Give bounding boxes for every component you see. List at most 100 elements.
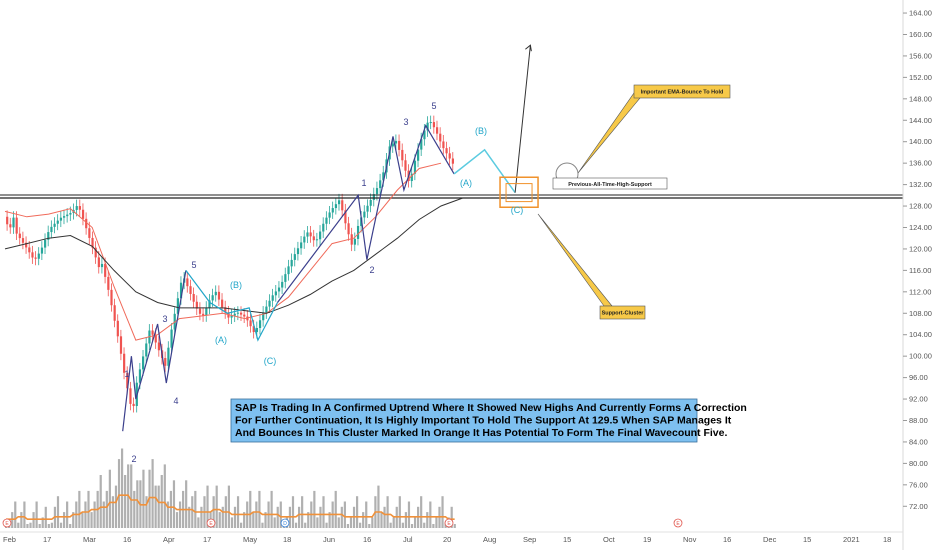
candle-up xyxy=(179,282,183,299)
volume-bar xyxy=(420,496,423,528)
volume-bar xyxy=(313,490,316,528)
candle-up xyxy=(255,328,259,333)
wave-label: (A) xyxy=(215,335,227,345)
volume-bar xyxy=(334,490,337,528)
candle-up xyxy=(59,217,63,221)
volume-bar xyxy=(108,469,111,528)
volume-bar xyxy=(105,490,108,528)
candle-down xyxy=(202,313,205,316)
volume-bar xyxy=(301,496,304,528)
candle-up xyxy=(47,232,50,240)
volume-bar xyxy=(429,501,432,528)
candle-up xyxy=(274,291,277,296)
candle-up xyxy=(40,247,44,254)
time-tick-label: 17 xyxy=(203,535,211,544)
volume-bar xyxy=(291,496,295,528)
price-tick-label: 124.00 xyxy=(909,223,932,232)
event-marker xyxy=(280,518,290,528)
volume-bars xyxy=(5,448,456,528)
time-tick-label: Jul xyxy=(403,535,413,544)
volume-bar xyxy=(163,464,166,528)
ema-bounce-note-text: Important EMA-Bounce To Hold xyxy=(641,90,724,96)
candle-down xyxy=(243,314,246,317)
impulse-wave-2 xyxy=(277,124,455,303)
candle-up xyxy=(306,232,309,237)
volume-bar xyxy=(38,524,41,528)
time-tick-label: Jun xyxy=(323,535,335,544)
volume-bar xyxy=(130,464,133,528)
candle-down xyxy=(85,218,88,229)
wave-label: 4 xyxy=(173,396,178,406)
candle-down xyxy=(344,210,347,224)
candle-up xyxy=(100,263,104,268)
volume-bar xyxy=(197,517,200,528)
volume-bar xyxy=(29,522,32,528)
volume-bar xyxy=(35,501,38,528)
price-tick-label: 116.00 xyxy=(909,266,931,275)
candle-up xyxy=(236,312,240,314)
time-tick-label: 19 xyxy=(643,535,651,544)
volume-bar xyxy=(252,512,255,528)
candle-down xyxy=(28,247,31,253)
candle-up xyxy=(170,329,173,348)
time-tick-label: Mar xyxy=(83,535,96,544)
volume-bar xyxy=(355,496,359,528)
time-tick-label: Aug xyxy=(483,535,496,544)
candle-up xyxy=(337,200,341,205)
candle-up xyxy=(258,320,262,329)
volume-bar xyxy=(322,496,325,528)
time-tick-label: Oct xyxy=(603,535,616,544)
volume-bar xyxy=(23,501,26,528)
candle-down xyxy=(88,228,91,238)
volume-bar xyxy=(78,490,81,528)
candle-up xyxy=(429,122,432,124)
volume-bar xyxy=(99,475,102,528)
candle-down xyxy=(252,326,255,333)
candle-down xyxy=(116,320,119,337)
ema-fast-line xyxy=(4,162,442,341)
price-tick-label: 144.00 xyxy=(909,116,932,125)
volume-bar xyxy=(371,517,374,528)
wave-label: (C) xyxy=(264,356,277,366)
volume-bar xyxy=(365,501,368,528)
corrective-wave-1 xyxy=(185,270,279,342)
time-tick-label: 2021 xyxy=(843,535,860,544)
volume-bar xyxy=(114,485,118,528)
candle-up xyxy=(214,291,217,296)
price-tick-label: 84.00 xyxy=(909,437,928,446)
ema-bounce-note-box xyxy=(633,84,731,99)
volume-bar xyxy=(47,524,50,528)
volume-bar xyxy=(133,490,136,528)
candle-up xyxy=(366,205,369,212)
wave-label: 3 xyxy=(162,314,167,324)
volume-bar xyxy=(441,496,444,528)
price-tick-label: 96.00 xyxy=(909,373,928,382)
candle-down xyxy=(198,308,202,314)
volume-bar xyxy=(240,522,243,528)
volume-bar xyxy=(386,496,389,528)
candle-down xyxy=(157,342,161,351)
volume-bar xyxy=(270,490,273,528)
candle-down xyxy=(15,217,18,234)
candle-up xyxy=(142,356,145,370)
volume-bar xyxy=(307,512,310,528)
volume-bar xyxy=(404,512,408,528)
volume-bar xyxy=(69,524,72,528)
volume-bar xyxy=(215,485,218,528)
candle-up xyxy=(417,149,420,161)
volume-bar xyxy=(426,512,429,528)
candle-down xyxy=(350,234,353,245)
volume-bar xyxy=(243,512,246,528)
time-tick-label: 20 xyxy=(443,535,451,544)
volume-bar xyxy=(450,506,453,528)
wave-label: 2 xyxy=(131,454,136,464)
candle-down xyxy=(97,257,100,268)
volume-bar xyxy=(66,501,69,528)
candle-down xyxy=(404,160,407,171)
price-tick-label: 128.00 xyxy=(909,202,932,211)
volume-bar xyxy=(87,490,90,528)
overlay-lines xyxy=(0,124,903,432)
candle-up xyxy=(328,212,331,218)
price-tick-label: 152.00 xyxy=(909,73,932,82)
